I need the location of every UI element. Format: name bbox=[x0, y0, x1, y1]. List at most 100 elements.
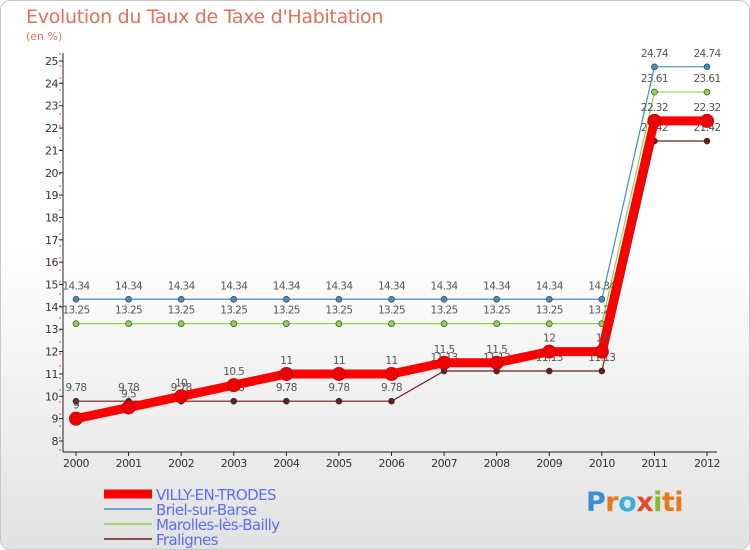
data-point bbox=[545, 295, 553, 303]
data-label: 10.5 bbox=[223, 366, 244, 378]
y-tick-label: 25 bbox=[45, 55, 58, 68]
y-tick-label: 20 bbox=[45, 167, 58, 180]
logo-letter: ti bbox=[661, 487, 684, 518]
data-label: 9.78 bbox=[381, 382, 402, 394]
y-tick-label: 8 bbox=[52, 435, 59, 448]
y-tick-label: 22 bbox=[45, 122, 58, 135]
x-tick-label: 2000 bbox=[63, 457, 89, 470]
legend-label: Fralignes bbox=[156, 531, 219, 549]
logo-letter: x bbox=[636, 487, 654, 518]
data-point bbox=[72, 397, 80, 405]
data-label: 12 bbox=[543, 333, 555, 345]
data-label: 9.78 bbox=[66, 382, 87, 394]
y-tick-label: 17 bbox=[45, 234, 58, 247]
data-point bbox=[388, 295, 395, 303]
y-tick-label: 14 bbox=[45, 301, 58, 314]
data-label: 11 bbox=[333, 355, 345, 367]
y-tick-label: 15 bbox=[45, 279, 58, 292]
legend-label: Briel-sur-Barse bbox=[156, 501, 257, 519]
data-label: 14.34 bbox=[588, 280, 616, 292]
data-point bbox=[230, 397, 238, 405]
data-point bbox=[388, 397, 395, 405]
y-tick-label: 13 bbox=[45, 323, 58, 336]
data-point bbox=[594, 344, 609, 359]
data-label: 11 bbox=[385, 355, 397, 367]
series-line bbox=[75, 66, 708, 300]
data-point bbox=[230, 320, 238, 327]
data-label: 9.78 bbox=[328, 382, 349, 394]
data-label: 13.25 bbox=[62, 305, 89, 317]
data-point bbox=[545, 320, 553, 327]
data-point bbox=[331, 366, 346, 381]
data-label: 23.61 bbox=[693, 73, 720, 85]
data-point bbox=[700, 113, 714, 128]
legend-label: VILLY-EN-TRODES bbox=[156, 486, 276, 504]
data-label: 14.34 bbox=[62, 280, 90, 292]
data-label: 22.32 bbox=[641, 102, 668, 114]
x-tick-label: 2009 bbox=[536, 457, 562, 470]
data-point bbox=[69, 411, 83, 426]
x-tick-label: 2006 bbox=[379, 457, 405, 470]
x-tick-label: 2003 bbox=[221, 457, 247, 470]
data-label: 11.5 bbox=[434, 344, 455, 356]
data-point bbox=[647, 113, 662, 128]
data-point bbox=[437, 355, 452, 370]
data-point bbox=[283, 295, 290, 303]
data-point bbox=[226, 378, 241, 393]
data-point bbox=[125, 320, 132, 327]
data-label: 14.34 bbox=[483, 280, 511, 292]
data-point bbox=[598, 295, 606, 303]
chart-title: Evolution du Taux de Taxe d'Habitation bbox=[26, 6, 384, 28]
data-point bbox=[703, 137, 711, 145]
data-point bbox=[283, 320, 290, 327]
data-point bbox=[335, 397, 343, 405]
data-label: 14.34 bbox=[220, 280, 248, 292]
data-label: 14.34 bbox=[431, 280, 459, 292]
data-point bbox=[279, 366, 294, 381]
y-tick-label: 11 bbox=[45, 368, 58, 381]
data-label: 23.61 bbox=[641, 73, 668, 85]
data-label: 13.25 bbox=[325, 305, 352, 317]
data-label: 24.74 bbox=[641, 48, 669, 60]
y-tick-label: 9 bbox=[52, 413, 59, 426]
data-point bbox=[388, 320, 395, 327]
data-point bbox=[177, 295, 185, 303]
data-point bbox=[440, 295, 448, 303]
data-label: 14.34 bbox=[168, 280, 196, 292]
chart-subtitle: (en %) bbox=[26, 30, 63, 43]
data-label: 9.78 bbox=[276, 382, 297, 394]
data-point bbox=[125, 295, 132, 303]
data-point bbox=[72, 295, 80, 303]
data-label: 9.78 bbox=[118, 382, 139, 394]
data-point bbox=[493, 320, 500, 327]
data-point bbox=[230, 295, 238, 303]
y-tick-label: 19 bbox=[45, 189, 58, 202]
data-point bbox=[440, 320, 448, 327]
data-label: 9 bbox=[73, 400, 79, 412]
data-point bbox=[598, 367, 606, 375]
logo-letter: o bbox=[618, 487, 637, 518]
data-point bbox=[72, 320, 80, 327]
data-point bbox=[651, 88, 658, 96]
x-tick-label: 2012 bbox=[694, 457, 720, 470]
x-tick-label: 2008 bbox=[484, 457, 510, 470]
data-label: 24.74 bbox=[693, 48, 721, 60]
legend-label: Marolles-lès-Bailly bbox=[156, 516, 280, 534]
data-point bbox=[493, 295, 500, 303]
data-point bbox=[174, 389, 189, 404]
data-label: 13.25 bbox=[431, 305, 458, 317]
data-label: 14.34 bbox=[378, 280, 406, 292]
data-label: 13.25 bbox=[273, 305, 300, 317]
data-point bbox=[335, 320, 343, 327]
data-point bbox=[489, 355, 504, 370]
x-tick-label: 2007 bbox=[431, 457, 457, 470]
y-tick-label: 21 bbox=[45, 144, 58, 157]
data-point bbox=[335, 295, 343, 303]
data-label: 14.34 bbox=[325, 280, 353, 292]
data-point bbox=[384, 366, 399, 381]
data-label: 22.32 bbox=[693, 102, 720, 114]
data-point bbox=[177, 320, 185, 327]
logo-letter: P bbox=[586, 487, 606, 518]
data-label: 10 bbox=[175, 377, 187, 389]
